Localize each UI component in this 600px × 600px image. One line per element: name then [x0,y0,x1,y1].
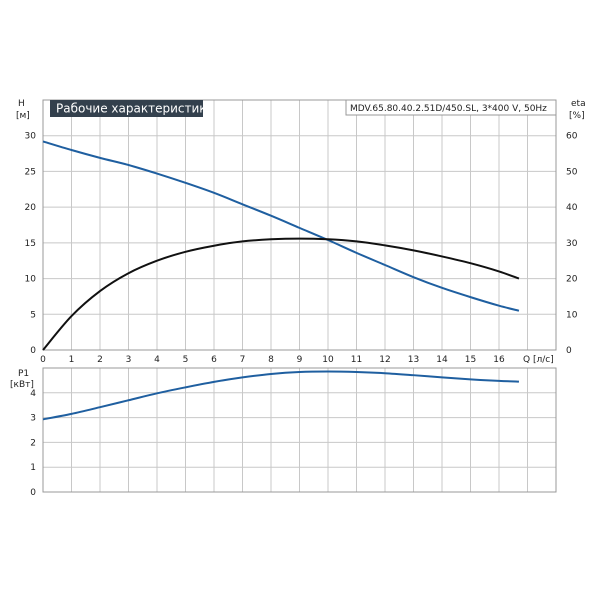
bottom-chart-frame [42,367,557,493]
x-tick-label: 8 [268,355,274,365]
model-box [345,99,557,116]
x-tick-label: 12 [379,355,390,365]
x-tick-label: 10 [322,355,334,365]
y-left-tick-label: 20 [25,203,37,213]
y-left-unit: [м] [16,111,30,121]
model-label: MDV.65.80.40.2.51D/450.SL, 3*400 V, 50Hz [350,104,547,114]
y-left-tick-label: 0 [30,346,36,356]
power-tick-label: 3 [30,414,36,424]
power-tick-label: 2 [30,438,36,448]
y-right-tick-label: 30 [566,239,578,249]
head-curve [42,140,520,312]
y-left-tick-label: 30 [25,132,37,142]
y-left-tick-label: 25 [25,167,36,177]
y-right-tick-label: 10 [566,310,578,320]
power-axis-label: P1 [18,369,29,379]
x-tick-label: 1 [69,355,75,365]
top-chart-curves [42,140,520,351]
power-axis-unit: [кВт] [10,380,34,390]
x-tick-label: 11 [351,355,362,365]
y-right-label: eta [571,99,586,109]
x-tick-label: 16 [493,355,505,365]
y-left-label: H [18,99,25,109]
x-tick-label: 9 [297,355,303,365]
x-tick-label: 15 [465,355,476,365]
y-right-tick-label: 40 [566,203,578,213]
x-tick-label: 7 [240,355,246,365]
power-tick-label: 0 [30,488,36,498]
y-right-tick-label: 60 [566,132,578,142]
bottom-chart-grid [43,368,556,492]
title-box [50,100,203,117]
x-tick-label: 3 [126,355,132,365]
x-tick-label: 2 [97,355,103,365]
y-left-tick-label: 5 [30,310,36,320]
x-tick-label: 13 [408,355,419,365]
y-right-tick-label: 0 [566,346,572,356]
y-left-tick-label: 10 [25,275,37,285]
chart-title: Рабочие характеристики [56,102,214,116]
top-chart-ticks: 0 1 2 3 4 5 6 7 8 9 10 11 12 13 14 15 160510152025300102… [25,132,578,365]
x-axis-label: Q [523,355,530,365]
bottom-chart-ticks: 0 1 2 3 4 [30,389,36,498]
top-chart-grid [43,100,556,350]
x-tick-label: 14 [436,355,448,365]
x-tick-label: 4 [154,355,160,365]
x-tick-label: 5 [183,355,189,365]
power-curve [42,370,519,421]
y-left-tick-label: 15 [25,239,36,249]
x-axis-unit: [л/с] [533,355,554,365]
y-right-tick-label: 50 [566,167,578,177]
y-right-unit: [%] [569,111,585,121]
top-chart-frame [42,99,557,351]
y-right-tick-label: 20 [566,275,578,285]
power-tick-label: 4 [30,389,36,399]
x-tick-label: 6 [211,355,217,365]
x-tick-label: 0 [40,355,46,365]
efficiency-curve [42,237,520,351]
bottom-chart-curves [42,370,519,421]
power-tick-label: 1 [30,463,36,473]
